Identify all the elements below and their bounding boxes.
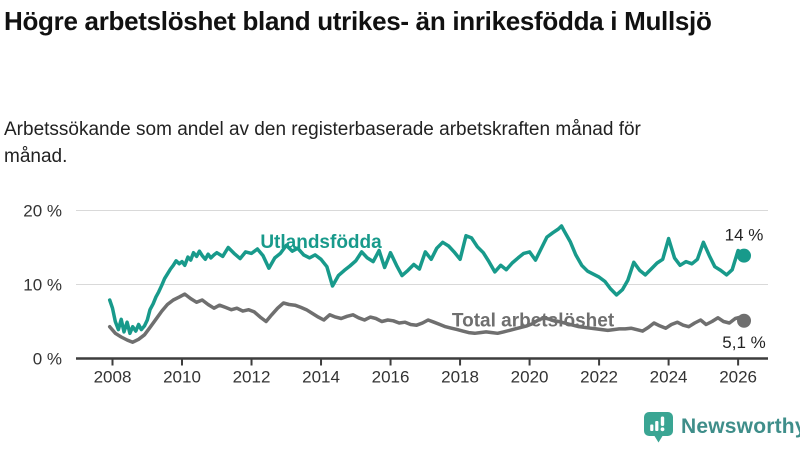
- bar-2: [655, 420, 659, 431]
- series-line-utlandsfodda: [107, 224, 746, 336]
- exclamation-bar: [660, 416, 665, 426]
- series-end-dot: [737, 313, 752, 328]
- speech-bubble-shape: [644, 411, 673, 442]
- x-tick-label: 2014: [302, 368, 340, 387]
- newsworthy-logo-icon: [644, 411, 673, 442]
- y-tick-label: 0 %: [33, 350, 62, 369]
- x-tick-label: 2012: [233, 368, 271, 387]
- y-tick-label: 10 %: [23, 276, 62, 295]
- unemployment-line-chart: 0 % 10 % 20 % 2008 2010 2012 2014 2016 2018 2020 2…: [23, 202, 768, 387]
- x-tick-label: 2010: [163, 368, 201, 387]
- y-tick-label: 20 %: [23, 202, 62, 221]
- x-tick-label: 2022: [580, 368, 618, 387]
- x-tick-label: 2018: [441, 368, 479, 387]
- chart-subtitle: Arbetssökande som andel av den registerb…: [4, 119, 641, 167]
- x-tick-label: 2008: [94, 368, 132, 387]
- chart-title: Högre arbetslöshet bland utrikes- än inr…: [4, 6, 712, 36]
- series-end-dot: [737, 248, 752, 263]
- series-line-total: [107, 292, 746, 344]
- newsworthy-brand[interactable]: Newsworthy: [644, 411, 800, 443]
- end-value-label: 5,1 %: [722, 333, 765, 352]
- end-value-label: 14 %: [725, 226, 764, 245]
- x-tick-label: 2016: [372, 368, 410, 387]
- exclamation-dot: [660, 426, 665, 431]
- x-tick-label: 2026: [719, 368, 757, 387]
- brand-name: Newsworthy: [681, 415, 800, 438]
- x-tick-label: 2024: [650, 368, 688, 387]
- bar-1: [650, 424, 654, 431]
- series-label: Total arbetslöshet: [452, 310, 615, 331]
- series-label: Utlandsfödda: [260, 232, 382, 253]
- x-tick-label: 2020: [511, 368, 549, 387]
